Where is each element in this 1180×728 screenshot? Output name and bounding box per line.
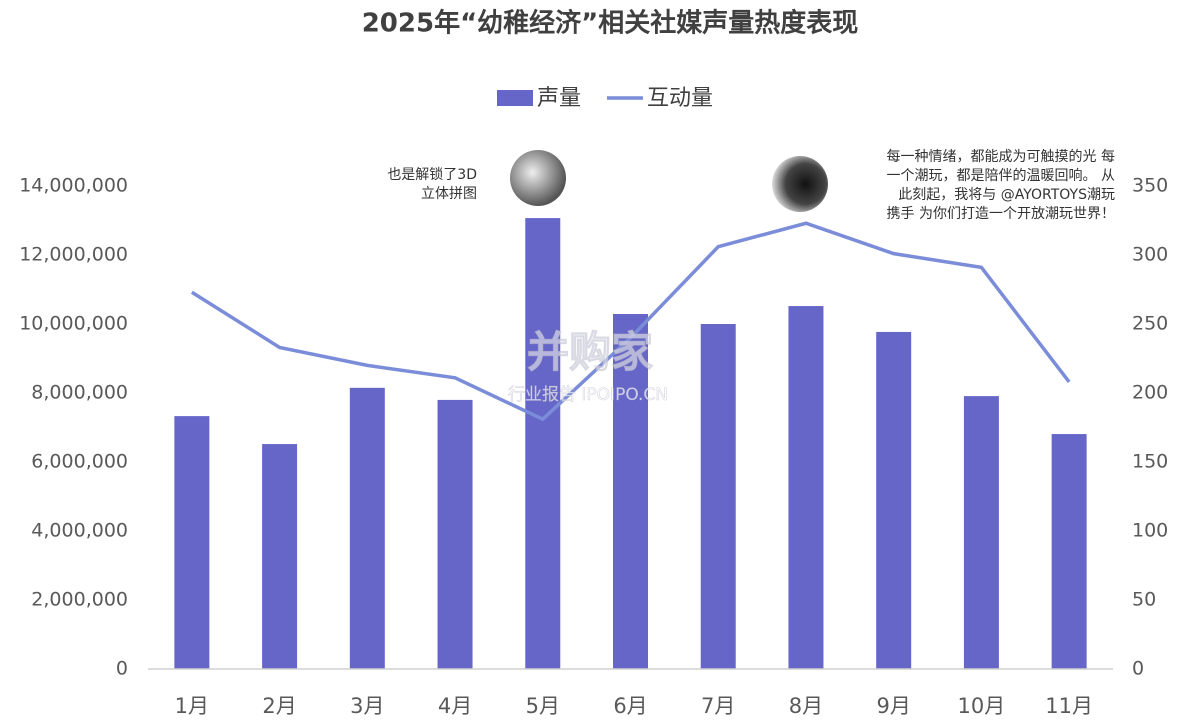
x-tick-label: 7月 xyxy=(701,694,735,718)
y2-tick-label: 300 xyxy=(1132,244,1168,266)
bar xyxy=(437,399,473,669)
bar xyxy=(963,396,999,669)
y-tick-label: 4,000,000 xyxy=(31,520,128,542)
y2-tick-label: 250 xyxy=(1132,313,1168,335)
y-tick-label: 6,000,000 xyxy=(31,451,128,473)
y-tick-label: 12,000,000 xyxy=(19,244,128,266)
watermark: 并购家 xyxy=(527,328,653,377)
bar xyxy=(788,306,824,669)
bar xyxy=(700,324,736,669)
y-tick-label: 0 xyxy=(116,658,128,680)
annotation: 立体拼图 xyxy=(421,186,477,202)
x-tick-label: 10月 xyxy=(958,694,1006,718)
avatar xyxy=(772,156,828,212)
annotation: 一个潮玩，都是陪伴的温暖回响。 从 xyxy=(887,168,1115,184)
avatar xyxy=(510,150,566,206)
watermark: 行业报告 IPOIPO.CN xyxy=(508,385,668,405)
y2-tick-label: 150 xyxy=(1132,451,1168,473)
line xyxy=(190,221,1071,422)
legend-label: 声量 xyxy=(537,86,581,111)
bar xyxy=(876,331,912,669)
x-tick-label: 5月 xyxy=(526,694,560,718)
y2-tick-label: 50 xyxy=(1132,589,1156,611)
annotation: 每一种情绪，都能成为可触摸的光 每 xyxy=(887,149,1115,165)
y2-tick-label: 100 xyxy=(1132,520,1168,542)
y-tick-label: 8,000,000 xyxy=(31,382,128,404)
x-tick-label: 8月 xyxy=(789,694,823,718)
y-tick-label: 10,000,000 xyxy=(19,313,128,335)
annotation: 携手 为你们打造一个开放潮玩世界！ xyxy=(887,205,1115,222)
bar xyxy=(1051,434,1087,669)
bar xyxy=(349,387,385,669)
y2-tick-label: 200 xyxy=(1132,382,1168,404)
y2-tick-label: 0 xyxy=(1132,658,1144,680)
legend-label: 互动量 xyxy=(647,86,713,111)
x-tick-label: 1月 xyxy=(175,694,209,718)
bar xyxy=(262,444,298,669)
chart-title: 2025年“幼稚经济”相关社媒声量热度表现 xyxy=(362,8,859,39)
x-tick-label: 11月 xyxy=(1045,694,1093,718)
legend-swatch xyxy=(497,90,533,106)
x-tick-label: 3月 xyxy=(350,694,384,718)
bar xyxy=(174,416,210,669)
annotation: 此刻起，我将与 @AYORTOYS潮玩 xyxy=(898,187,1115,203)
bar xyxy=(525,218,561,669)
y2-tick-label: 350 xyxy=(1132,175,1168,197)
x-tick-label: 9月 xyxy=(876,694,910,718)
x-tick-label: 2月 xyxy=(262,694,296,718)
y-tick-label: 14,000,000 xyxy=(19,175,128,197)
bar xyxy=(613,313,648,669)
y-tick-label: 2,000,000 xyxy=(31,589,128,611)
x-tick-label: 4月 xyxy=(438,694,472,718)
x-tick-label: 6月 xyxy=(613,694,647,718)
annotation: 也是解锁了3D xyxy=(387,167,477,183)
